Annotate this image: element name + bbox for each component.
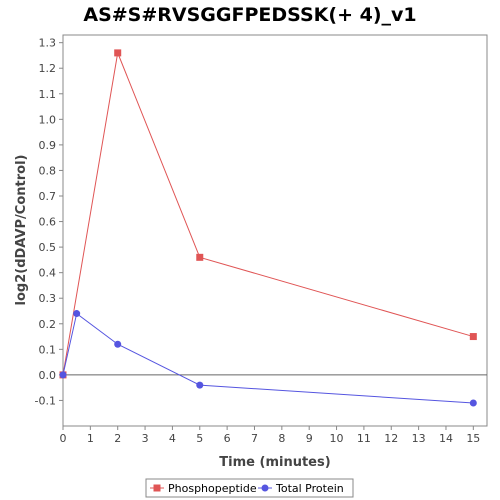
data-point — [114, 340, 122, 348]
x-axis-label: Time (minutes) — [219, 455, 330, 470]
data-point — [196, 253, 204, 261]
y-tick-label: 0.1 — [39, 343, 57, 356]
data-point — [469, 399, 477, 407]
y-tick-label: 0.7 — [39, 190, 57, 203]
y-axis-label: log2(dDAVP/Control) — [14, 155, 29, 306]
y-tick-label: 0.0 — [39, 369, 57, 382]
y-tick-label: 0.8 — [39, 164, 57, 177]
chart-title: AS#S#RVSGGFPEDSSK(+ 4)_v1 — [83, 4, 416, 26]
x-tick-label: 13 — [412, 432, 426, 445]
x-tick-label: 8 — [278, 432, 285, 445]
x-tick-label: 15 — [466, 432, 480, 445]
y-tick-label: 1.3 — [39, 37, 57, 50]
plot-area — [62, 34, 488, 427]
x-tick-label: 6 — [224, 432, 231, 445]
legend: Phosphopeptide Total Protein — [145, 478, 354, 498]
x-tick-label: 5 — [196, 432, 203, 445]
data-point — [469, 333, 477, 341]
data-point — [73, 310, 81, 318]
y-tick-label: 0.6 — [39, 216, 57, 229]
legend-label: Total Protein — [275, 482, 344, 495]
legend-label: Phosphopeptide — [168, 482, 257, 495]
x-tick-label: 10 — [330, 432, 344, 445]
y-tick-label: -0.1 — [35, 394, 56, 407]
series-line-phosphopeptide — [62, 51, 474, 375]
x-tick-label: 12 — [384, 432, 398, 445]
series-layer — [59, 49, 477, 407]
x-tick-label: 1 — [87, 432, 94, 445]
legend-marker — [261, 484, 269, 492]
data-point — [59, 371, 67, 379]
x-tick-label: 7 — [251, 432, 258, 445]
legend-marker — [153, 484, 161, 492]
y-axis: -0.1 0.0 0.1 0.2 0.3 0.4 0.5 0.6 0.7 0.8 0.9 1.0 1.1… — [35, 37, 63, 407]
legend-box — [145, 478, 354, 498]
x-tick-label: 2 — [114, 432, 121, 445]
y-tick-label: 1.1 — [39, 88, 57, 101]
x-axis: 0 1 2 3 4 5 6 7 8 9 10 11 12 13 14 15 — [60, 426, 480, 445]
y-tick-label: 0.9 — [39, 139, 57, 152]
data-point — [196, 381, 204, 389]
x-tick-label: 14 — [439, 432, 453, 445]
data-point — [114, 49, 122, 57]
y-tick-label: 1.0 — [39, 113, 57, 126]
y-tick-label: 0.2 — [39, 318, 57, 331]
y-tick-label: 0.3 — [39, 292, 57, 305]
x-tick-label: 4 — [169, 432, 176, 445]
x-tick-label: 3 — [142, 432, 149, 445]
y-tick-label: 1.2 — [39, 62, 57, 75]
x-tick-label: 0 — [60, 432, 67, 445]
x-tick-label: 11 — [357, 432, 371, 445]
y-tick-label: 0.4 — [39, 267, 57, 280]
x-tick-label: 9 — [306, 432, 313, 445]
y-tick-label: 0.5 — [39, 241, 57, 254]
